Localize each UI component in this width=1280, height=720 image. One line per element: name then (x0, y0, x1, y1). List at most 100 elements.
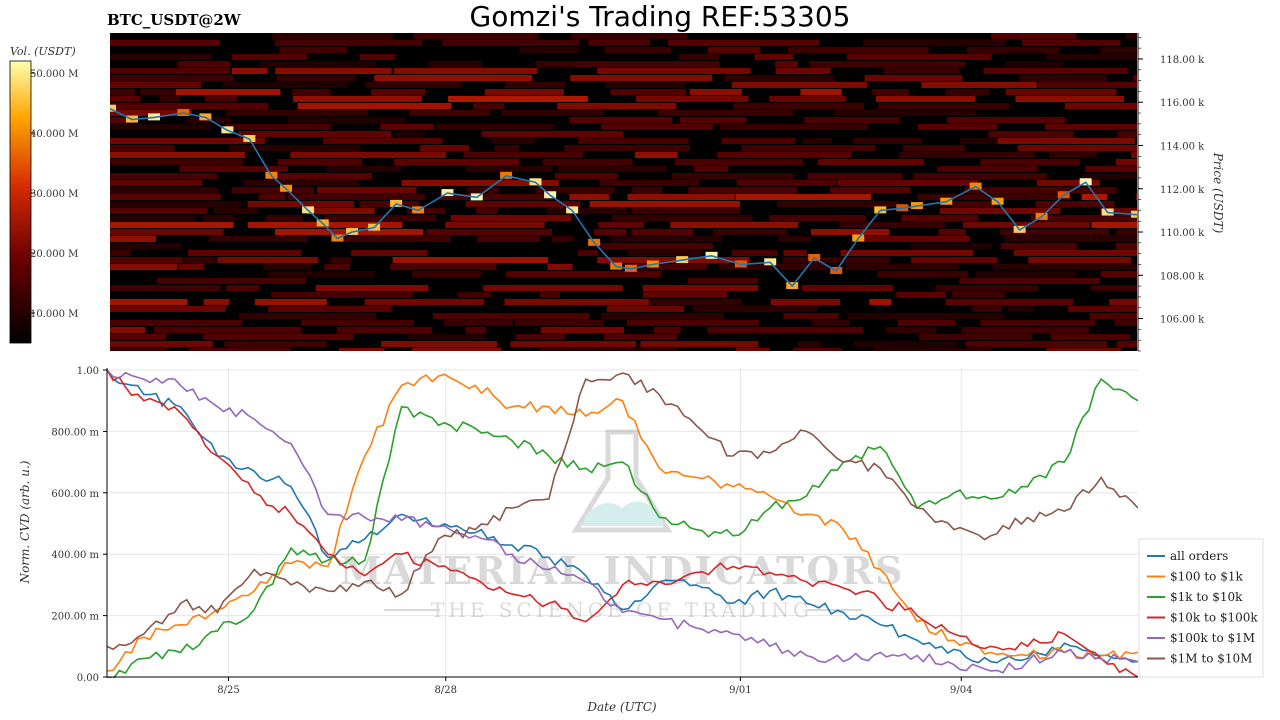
liquidity-band (463, 152, 584, 158)
legend-label: all orders (1170, 549, 1228, 563)
liquidity-band (569, 194, 610, 200)
liquidity-band (263, 264, 312, 270)
cvd-x-tick-label: 8/25 (217, 685, 239, 696)
liquidity-band (445, 222, 545, 228)
liquidity-band (966, 47, 1060, 53)
liquidity-band (917, 124, 998, 130)
liquidity-band (992, 264, 1137, 270)
liquidity-band (627, 194, 735, 200)
liquidity-band (110, 138, 266, 144)
liquidity-band (913, 173, 1048, 179)
liquidity-band (631, 208, 741, 214)
liquidity-band (845, 264, 959, 270)
liquidity-band (394, 131, 426, 137)
liquidity-band (110, 327, 146, 333)
liquidity-band (840, 250, 974, 256)
liquidity-band (653, 327, 681, 333)
liquidity-band (688, 187, 798, 193)
liquidity-hotspot (110, 104, 116, 112)
watermark-line1: MATERIAL INDICATORS (340, 548, 905, 593)
liquidity-band (412, 271, 482, 277)
liquidity-band (336, 327, 432, 333)
price-tick-label: 108.00 k (1160, 271, 1205, 282)
price-tick-label: 114.00 k (1160, 141, 1205, 152)
liquidity-band (980, 320, 1096, 326)
liquidity-band (775, 61, 799, 67)
liquidity-band (1125, 33, 1137, 39)
liquidity-band (504, 299, 649, 305)
liquidity-band (390, 264, 497, 270)
liquidity-band (494, 145, 520, 151)
liquidity-band (1028, 257, 1132, 263)
liquidity-band (1081, 194, 1108, 200)
liquidity-band (736, 180, 837, 186)
liquidity-band (578, 138, 689, 144)
liquidity-band (1046, 348, 1122, 351)
liquidity-band (270, 173, 373, 179)
liquidity-band (224, 124, 332, 130)
liquidity-band (189, 348, 291, 351)
liquidity-band (598, 222, 644, 228)
liquidity-band (110, 75, 233, 81)
legend-label: $100 to $1k (1170, 570, 1243, 584)
liquidity-band (1049, 152, 1097, 158)
liquidity-band (945, 89, 990, 95)
cvd-x-axis-label: Date (UTC) (586, 700, 656, 714)
liquidity-band (229, 145, 361, 151)
liquidity-band (809, 61, 965, 67)
liquidity-band (812, 320, 850, 326)
liquidity-band (921, 82, 1037, 88)
liquidity-band (1000, 243, 1078, 249)
liquidity-band (259, 61, 376, 67)
liquidity-band (110, 54, 213, 60)
liquidity-band (267, 271, 376, 277)
liquidity-band (110, 285, 221, 291)
liquidity-band (733, 103, 864, 109)
liquidity-band (290, 152, 447, 158)
liquidity-band (514, 320, 604, 326)
liquidity-band (847, 313, 1005, 319)
liquidity-band (599, 180, 699, 186)
liquidity-band (324, 215, 437, 221)
liquidity-band (243, 180, 360, 186)
liquidity-band (540, 327, 625, 333)
liquidity-band (477, 236, 541, 242)
liquidity-band (271, 292, 413, 298)
liquidity-band (670, 222, 799, 228)
liquidity-band (783, 250, 807, 256)
liquidity-band (490, 138, 535, 144)
liquidity-band (274, 40, 423, 46)
price-tick-label: 110.00 k (1160, 228, 1205, 239)
price-tick-label: 112.00 k (1160, 185, 1205, 196)
liquidity-band (802, 138, 833, 144)
liquidity-band (917, 194, 1071, 200)
liquidity-band (674, 159, 803, 165)
liquidity-band (275, 68, 392, 74)
liquidity-band (899, 152, 1036, 158)
liquidity-band (577, 250, 599, 256)
liquidity-band (896, 292, 947, 298)
liquidity-band (610, 236, 723, 242)
price-line (110, 107, 1137, 288)
liquidity-band (1017, 145, 1137, 151)
liquidity-band (735, 348, 770, 351)
liquidity-band (203, 299, 230, 305)
liquidity-band (374, 75, 533, 81)
liquidity-band (351, 250, 428, 256)
liquidity-band (571, 33, 688, 39)
liquidity-band (542, 159, 633, 165)
liquidity-band (188, 250, 302, 256)
liquidity-band (648, 299, 743, 305)
liquidity-band (442, 40, 580, 46)
liquidity-band (878, 103, 1010, 109)
legend-label: $1k to $10k (1170, 590, 1243, 604)
liquidity-band (330, 257, 352, 263)
cvd-x-tick-label: 9/04 (950, 685, 972, 696)
liquidity-band (782, 257, 890, 263)
liquidity-band (110, 264, 178, 270)
liquidity-band (627, 250, 702, 256)
liquidity-band (276, 75, 356, 81)
liquidity-band (694, 166, 729, 172)
liquidity-band (279, 47, 348, 53)
